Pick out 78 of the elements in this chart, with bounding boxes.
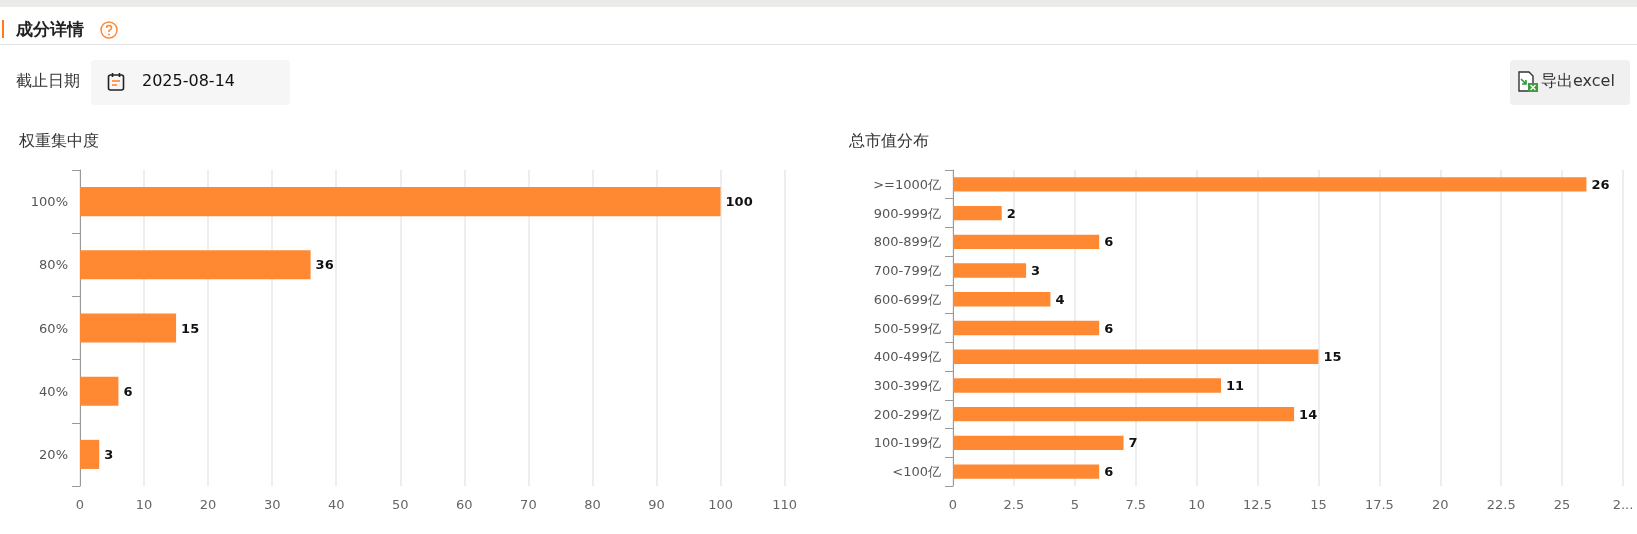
chart-title: 总市值分布 — [848, 130, 929, 150]
y-tick-label: 200-299亿 — [873, 406, 941, 422]
y-tick-label: 300-399亿 — [873, 377, 941, 393]
data-label: 3 — [104, 446, 114, 462]
x-tick-label: 40 — [327, 497, 345, 512]
x-tick-label: 10 — [1188, 497, 1205, 512]
data-label: 6 — [123, 383, 133, 399]
y-tick-label: 20% — [39, 446, 68, 462]
bar — [953, 407, 1295, 422]
x-tick-label: 15 — [1310, 497, 1327, 512]
text: 成分详情 — [16, 18, 84, 41]
x-tick-label: 90 — [648, 497, 665, 512]
data-label: 15 — [181, 320, 200, 336]
bar — [953, 205, 1002, 221]
bar — [80, 187, 721, 217]
x-tick-label: 20 — [1432, 497, 1449, 512]
x-tick-label: 17.5 — [1364, 497, 1394, 512]
x-tick-label: 2.5 — [1003, 497, 1025, 512]
bar — [80, 250, 311, 280]
bar — [953, 292, 1051, 307]
bar — [80, 376, 119, 406]
x-tick-label: 30 — [263, 497, 281, 512]
y-tick-label: 100-199亿 — [873, 435, 941, 451]
data-label: 6 — [1104, 320, 1114, 336]
x-tick-label: 80 — [584, 497, 601, 512]
chart-title: 权重集中度 — [18, 130, 99, 150]
data-label: 15 — [1323, 349, 1342, 365]
x-tick-label: 25 — [1553, 497, 1571, 512]
bar — [953, 464, 1100, 479]
x-tick-label: 7.5 — [1125, 497, 1147, 512]
bar — [953, 349, 1319, 364]
y-tick-label: 600-699亿 — [873, 291, 941, 307]
x-tick-label: 0 — [75, 497, 85, 512]
y-tick-label: 900-999亿 — [873, 205, 941, 221]
data-label: 6 — [1104, 234, 1114, 250]
bar — [80, 313, 177, 343]
x-tick-label: 20 — [199, 497, 217, 512]
bar — [953, 263, 1027, 278]
data-label: 36 — [315, 257, 334, 273]
bar — [953, 378, 1221, 393]
x-tick-label: 0 — [948, 497, 958, 512]
x-tick-label: 5 — [1070, 497, 1079, 512]
x-tick-label: 22.5 — [1486, 497, 1516, 512]
text: 导出excel — [1541, 71, 1615, 92]
y-tick-label: <100亿 — [892, 464, 941, 480]
y-tick-label: 400-499亿 — [873, 349, 941, 365]
y-tick-label: 800-899亿 — [873, 234, 941, 250]
y-tick-label: 500-599亿 — [873, 320, 941, 336]
data-label: 2 — [1006, 205, 1016, 221]
y-tick-label: 700-799亿 — [873, 263, 941, 279]
x-tick-label: 60 — [456, 497, 473, 512]
bar — [953, 234, 1100, 249]
bar — [953, 320, 1100, 336]
x-tick-label: 50 — [392, 497, 409, 512]
data-label: 100 — [725, 194, 753, 210]
y-tick-label: 100% — [30, 194, 68, 210]
x-tick-label: 110 — [772, 497, 798, 512]
data-label: 3 — [1031, 263, 1041, 279]
y-tick-label: 40% — [39, 383, 68, 399]
data-label: 6 — [1104, 464, 1114, 480]
x-tick-label: 10 — [135, 497, 153, 512]
y-tick-label: 60% — [39, 320, 68, 336]
data-label: 7 — [1128, 435, 1138, 451]
text: 2025-08-14 — [142, 71, 235, 90]
x-tick-label: 12.5 — [1243, 497, 1273, 512]
bar — [80, 439, 100, 469]
x-tick-label: 100 — [708, 497, 733, 512]
bar — [953, 435, 1124, 451]
x-tick-label: 70 — [520, 497, 537, 512]
data-label: 26 — [1591, 176, 1610, 192]
text: 截止日期 — [16, 71, 80, 92]
data-label: 14 — [1299, 406, 1318, 422]
bar — [953, 177, 1587, 192]
y-tick-label: >=1000亿 — [873, 176, 941, 192]
x-tick-label: 2... — [1612, 497, 1634, 512]
data-label: 4 — [1055, 291, 1065, 307]
data-label: 11 — [1226, 377, 1245, 393]
y-tick-label: 80% — [39, 257, 68, 273]
